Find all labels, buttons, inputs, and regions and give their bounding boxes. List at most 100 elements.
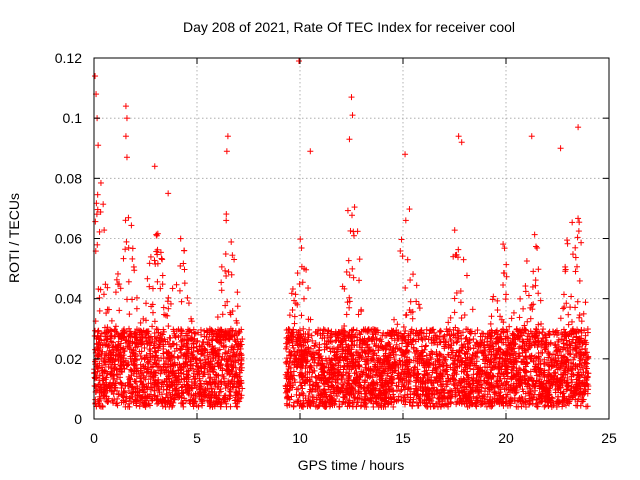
data-point — [181, 280, 188, 287]
data-point — [530, 301, 537, 308]
data-point — [510, 309, 517, 316]
data-point — [576, 314, 583, 321]
data-point — [527, 315, 534, 322]
data-point — [532, 277, 539, 284]
data-point — [501, 245, 508, 252]
data-point — [151, 318, 158, 325]
data-point — [112, 289, 119, 296]
data-point — [535, 266, 542, 273]
data-point — [404, 256, 411, 263]
data-point — [344, 207, 351, 214]
data-point — [164, 298, 171, 305]
data-point — [406, 206, 413, 213]
data-point — [218, 279, 225, 286]
data-point — [100, 201, 107, 208]
data-point — [125, 278, 132, 285]
data-point — [222, 267, 229, 274]
data-point — [461, 312, 468, 319]
data-point — [460, 256, 467, 263]
data-point — [122, 246, 129, 253]
data-point — [136, 337, 143, 344]
data-point — [568, 293, 575, 300]
data-point — [525, 292, 532, 299]
data-point — [138, 355, 145, 362]
data-points — [91, 58, 592, 410]
data-point — [126, 342, 133, 349]
data-point — [564, 240, 571, 247]
data-point — [214, 314, 221, 321]
data-point — [178, 337, 185, 344]
data-point — [292, 291, 299, 298]
data-point — [159, 256, 166, 263]
data-point — [582, 299, 589, 306]
data-point — [423, 326, 430, 333]
data-point — [572, 304, 579, 311]
data-point — [289, 286, 296, 293]
data-point — [457, 299, 464, 306]
data-point — [96, 397, 103, 404]
data-point — [530, 268, 537, 275]
data-point — [165, 323, 172, 330]
data-point — [402, 327, 409, 334]
data-point — [391, 316, 398, 323]
data-point — [167, 300, 174, 307]
data-point — [129, 296, 136, 303]
data-point — [176, 287, 183, 294]
data-point — [130, 263, 137, 270]
data-point — [218, 263, 225, 270]
data-point — [108, 317, 115, 324]
data-point — [508, 315, 515, 322]
data-point — [117, 362, 124, 369]
data-point — [541, 403, 548, 410]
data-point — [306, 326, 313, 333]
data-point — [159, 272, 166, 279]
data-point — [153, 231, 160, 238]
data-point — [560, 291, 567, 298]
data-point — [104, 399, 111, 406]
data-point — [305, 285, 312, 292]
data-point — [154, 260, 161, 267]
data-point — [182, 397, 189, 404]
data-point — [180, 400, 187, 407]
data-point — [181, 247, 188, 254]
data-point — [503, 261, 510, 268]
data-point — [128, 222, 135, 229]
data-point — [402, 217, 409, 224]
data-point — [574, 298, 581, 305]
data-point — [341, 363, 348, 370]
data-point — [165, 294, 172, 301]
data-point — [351, 204, 358, 211]
data-point — [129, 255, 136, 262]
data-point — [137, 374, 144, 381]
data-point — [165, 305, 172, 312]
data-point — [437, 327, 444, 334]
data-point — [575, 228, 582, 235]
data-point — [149, 309, 156, 316]
data-point — [532, 243, 539, 250]
data-point — [122, 217, 129, 224]
data-point — [216, 389, 223, 396]
data-point — [172, 386, 179, 393]
data-point — [282, 359, 289, 366]
data-point — [92, 218, 99, 225]
data-point — [576, 277, 583, 284]
data-point — [223, 217, 230, 224]
data-point — [114, 270, 121, 277]
data-point — [125, 244, 132, 251]
data-point — [133, 305, 140, 312]
data-point — [153, 338, 160, 345]
data-point — [136, 403, 143, 410]
data-point — [94, 241, 101, 248]
data-point — [157, 285, 164, 292]
data-point — [112, 323, 119, 330]
data-point — [177, 235, 184, 242]
data-point — [346, 304, 353, 311]
data-point — [297, 236, 304, 243]
data-point — [350, 232, 357, 239]
data-point — [565, 321, 572, 328]
data-point — [469, 306, 476, 313]
data-point — [174, 353, 181, 360]
data-point — [153, 232, 160, 239]
data-point — [146, 260, 153, 267]
data-point — [574, 234, 581, 241]
